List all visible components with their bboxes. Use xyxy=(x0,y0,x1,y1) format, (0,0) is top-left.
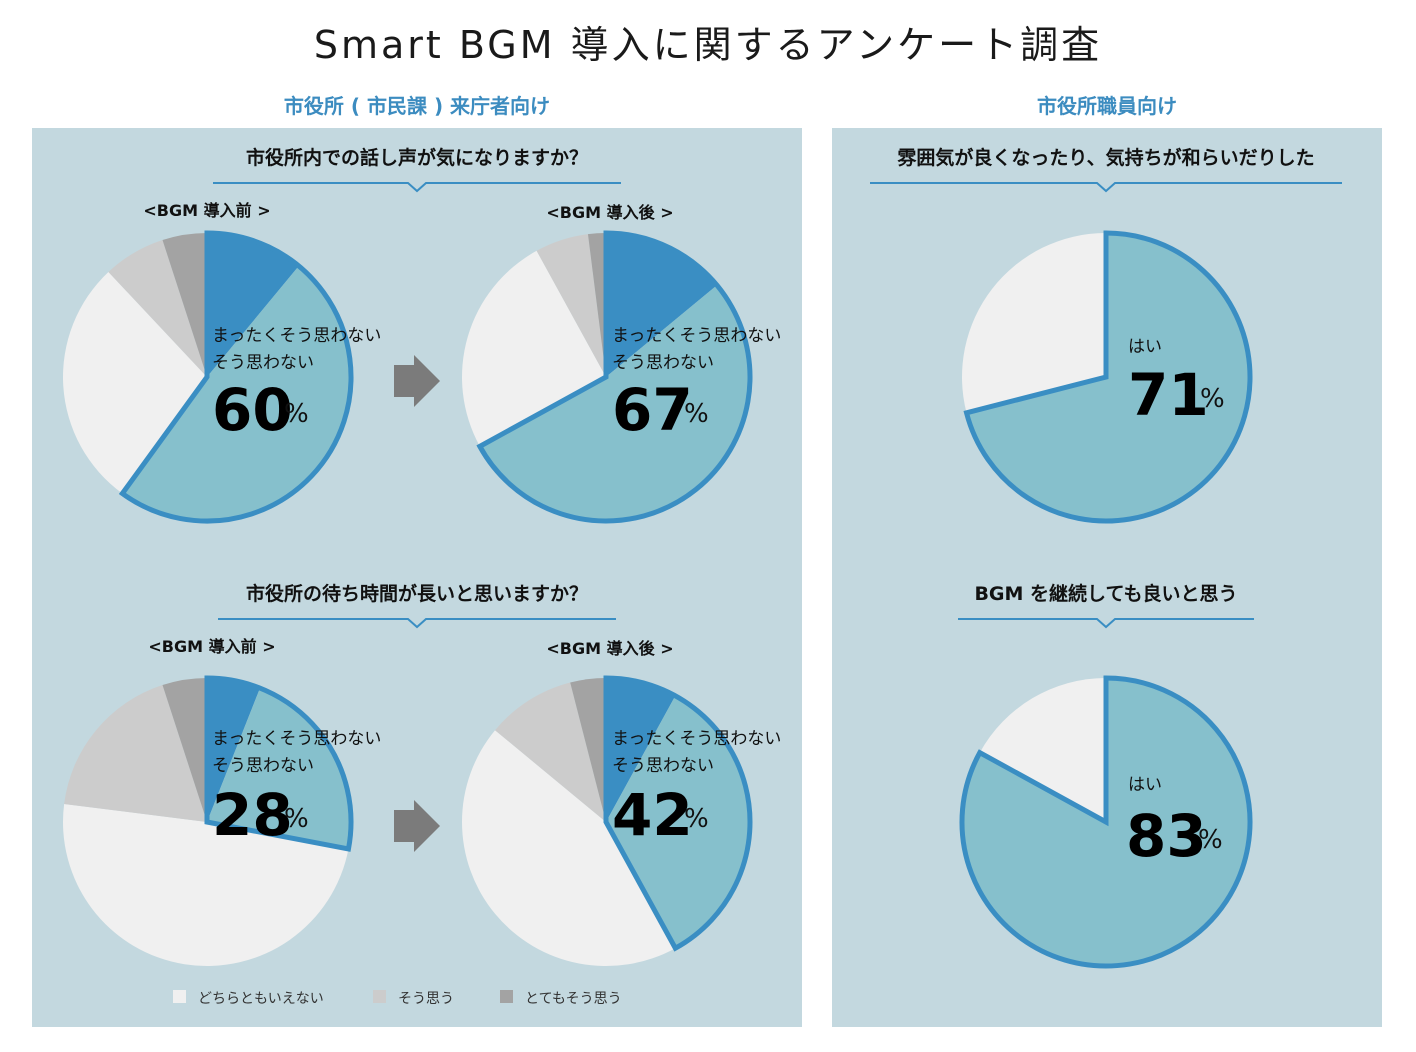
pie-1-subtitle: <BGM 導入後 > xyxy=(546,203,673,222)
legend-swatch-0 xyxy=(173,990,186,1003)
question-2-text: 市役所の待ち時間が長いと思いますか？ xyxy=(246,582,588,605)
question-4-text: BGM を継続しても良いと思う xyxy=(974,582,1237,605)
pie-0-label-0: まったくそう思わない xyxy=(212,326,381,346)
legend-swatch-2 xyxy=(500,990,513,1003)
pie-4-unit: % xyxy=(1200,384,1225,414)
pie-0-slice-2 xyxy=(62,272,207,494)
legend-label-0: どちらともいえない xyxy=(198,991,324,1007)
arrow-icon-2 xyxy=(394,800,440,852)
pie-0-value: 60 xyxy=(212,376,293,444)
legend-swatch-1 xyxy=(373,990,386,1003)
pie-3-value: 42 xyxy=(612,781,693,849)
legend-label-1: そう思う xyxy=(398,991,454,1007)
pie-2-highlight-outline xyxy=(204,675,354,852)
arrow-icon-1 xyxy=(394,355,440,407)
pie-4-label-0: はい xyxy=(1128,337,1162,357)
pie-1-unit: % xyxy=(684,399,709,429)
pie-0-subtitle: <BGM 導入前 > xyxy=(143,201,270,220)
pie-5-label-0: はい xyxy=(1128,775,1162,795)
pie-5-unit: % xyxy=(1198,825,1223,855)
pie-2-slice-4 xyxy=(162,678,207,822)
pie-3-subtitle: <BGM 導入後 > xyxy=(546,639,673,658)
page-title: Smart BGM 導入に関するアンケート調査 xyxy=(313,23,1103,67)
pie-1-slice-3 xyxy=(536,234,606,377)
question-1-text: 市役所内での話し声が気になりますか？ xyxy=(246,146,588,169)
question-3-underline xyxy=(870,182,1342,193)
pie-0-label-1: そう思わない xyxy=(212,353,314,373)
pie-5-value: 83 xyxy=(1126,802,1207,870)
section-visitors-heading: 市役所 ( 市民課 ) 来庁者向け xyxy=(283,94,551,118)
section-staff-heading: 市役所職員向け xyxy=(1037,94,1177,118)
legend-label-2: とてもそう思う xyxy=(525,991,622,1007)
pie-2-slice-2 xyxy=(62,803,349,967)
pie-1-label-0: まったくそう思わない xyxy=(612,326,781,346)
pie-0-highlight-outline xyxy=(118,230,354,524)
pie-5-highlight-outline xyxy=(959,675,1253,969)
pie-2-subtitle: <BGM 導入前 > xyxy=(148,637,275,656)
question-1-underline xyxy=(213,182,621,193)
pie-3-slice-0 xyxy=(606,678,676,822)
pie-2-label-0: まったくそう思わない xyxy=(212,729,381,749)
pie-1-label-1: そう思わない xyxy=(612,353,714,373)
pie-3-label-0: まったくそう思わない xyxy=(612,729,781,749)
pie-4-slice-1 xyxy=(962,233,1106,413)
question-3-text: 雰囲気が良くなったり、気持ちが和らいだりした xyxy=(897,146,1314,169)
pie-1-slice-4 xyxy=(587,233,606,377)
pie-3-label-1: そう思わない xyxy=(612,756,714,776)
pie-0-slice-4 xyxy=(162,233,207,377)
pie-2-value: 28 xyxy=(212,781,293,849)
pie-2-unit: % xyxy=(284,804,309,834)
pie-1-slice-0 xyxy=(606,233,717,377)
pie-4-value: 71 xyxy=(1128,361,1209,429)
pie-0-slice-0 xyxy=(207,233,299,377)
pie-5-slice-1 xyxy=(979,678,1106,822)
pie-1-highlight-outline xyxy=(476,230,753,524)
pie-3-slice-2 xyxy=(461,730,676,967)
pie-3-slice-3 xyxy=(495,682,606,822)
pie-0-unit: % xyxy=(284,399,309,429)
pie-2-slice-3 xyxy=(64,685,207,822)
pie-3-highlight-outline xyxy=(603,675,753,952)
pie-3-slice-4 xyxy=(570,678,606,822)
pie-2-slice-0 xyxy=(207,678,261,822)
pie-3-unit: % xyxy=(684,804,709,834)
pie-4-highlight-outline xyxy=(963,230,1253,524)
pie-1-slice-1 xyxy=(479,285,750,521)
question-2-underline xyxy=(218,618,616,629)
question-4-underline xyxy=(958,618,1254,629)
pie-0-slice-3 xyxy=(108,240,207,377)
pie-0-slice-1 xyxy=(122,266,351,521)
pie-2-label-1: そう思わない xyxy=(212,756,314,776)
pie-1-slice-2 xyxy=(462,250,606,447)
pie-1-value: 67 xyxy=(612,376,693,444)
